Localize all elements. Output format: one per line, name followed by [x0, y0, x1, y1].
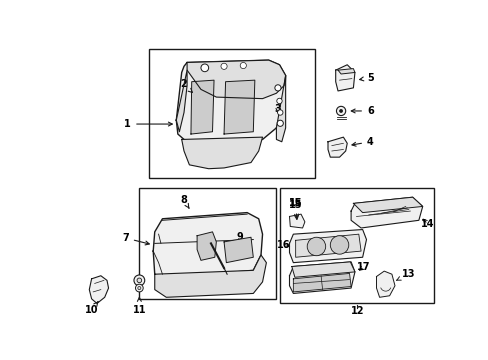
Polygon shape	[187, 60, 285, 99]
Bar	[280, 188, 433, 303]
Text: 6: 6	[350, 106, 373, 116]
Text: 1: 1	[124, 119, 172, 129]
Circle shape	[134, 275, 144, 286]
Text: 3: 3	[274, 104, 281, 114]
Text: 2: 2	[180, 79, 192, 93]
Circle shape	[306, 237, 325, 256]
Text: 4: 4	[351, 137, 373, 147]
Circle shape	[277, 120, 283, 126]
Polygon shape	[276, 76, 285, 142]
Text: 15: 15	[288, 198, 302, 208]
Polygon shape	[154, 255, 266, 297]
Bar	[148, 49, 314, 178]
Polygon shape	[289, 230, 366, 263]
Polygon shape	[293, 274, 350, 292]
Polygon shape	[289, 262, 354, 293]
Polygon shape	[224, 80, 254, 134]
Circle shape	[221, 63, 226, 69]
Circle shape	[137, 278, 142, 283]
Bar	[139, 188, 275, 299]
Circle shape	[201, 64, 208, 72]
Text: 7: 7	[122, 233, 149, 245]
Polygon shape	[182, 137, 262, 169]
Text: 15: 15	[288, 198, 302, 219]
Polygon shape	[176, 60, 285, 143]
Circle shape	[138, 287, 141, 289]
Polygon shape	[153, 213, 262, 278]
Polygon shape	[350, 197, 422, 228]
Polygon shape	[335, 65, 354, 91]
Polygon shape	[295, 234, 360, 257]
Polygon shape	[376, 271, 394, 297]
Text: 5: 5	[359, 73, 373, 83]
Circle shape	[329, 236, 348, 254]
Polygon shape	[289, 214, 305, 228]
Polygon shape	[337, 69, 354, 74]
Polygon shape	[197, 232, 216, 260]
Text: 15: 15	[288, 200, 302, 218]
Polygon shape	[190, 80, 214, 134]
Circle shape	[274, 85, 281, 91]
Circle shape	[339, 109, 342, 112]
Text: 10: 10	[85, 302, 98, 315]
Polygon shape	[224, 237, 253, 263]
Circle shape	[277, 110, 283, 115]
Circle shape	[135, 284, 143, 292]
Text: 12: 12	[350, 306, 363, 316]
Text: 8: 8	[180, 195, 189, 208]
Text: 17: 17	[357, 261, 370, 271]
Text: 9: 9	[230, 232, 243, 246]
Polygon shape	[291, 262, 354, 277]
Text: 16: 16	[277, 240, 290, 250]
Polygon shape	[89, 276, 108, 303]
Circle shape	[336, 106, 345, 116]
Text: 13: 13	[396, 269, 415, 280]
Polygon shape	[176, 70, 187, 132]
Text: 11: 11	[132, 297, 146, 315]
Text: 14: 14	[421, 219, 434, 229]
Polygon shape	[327, 137, 346, 157]
Polygon shape	[353, 197, 422, 213]
Circle shape	[276, 98, 282, 104]
Circle shape	[240, 62, 246, 69]
